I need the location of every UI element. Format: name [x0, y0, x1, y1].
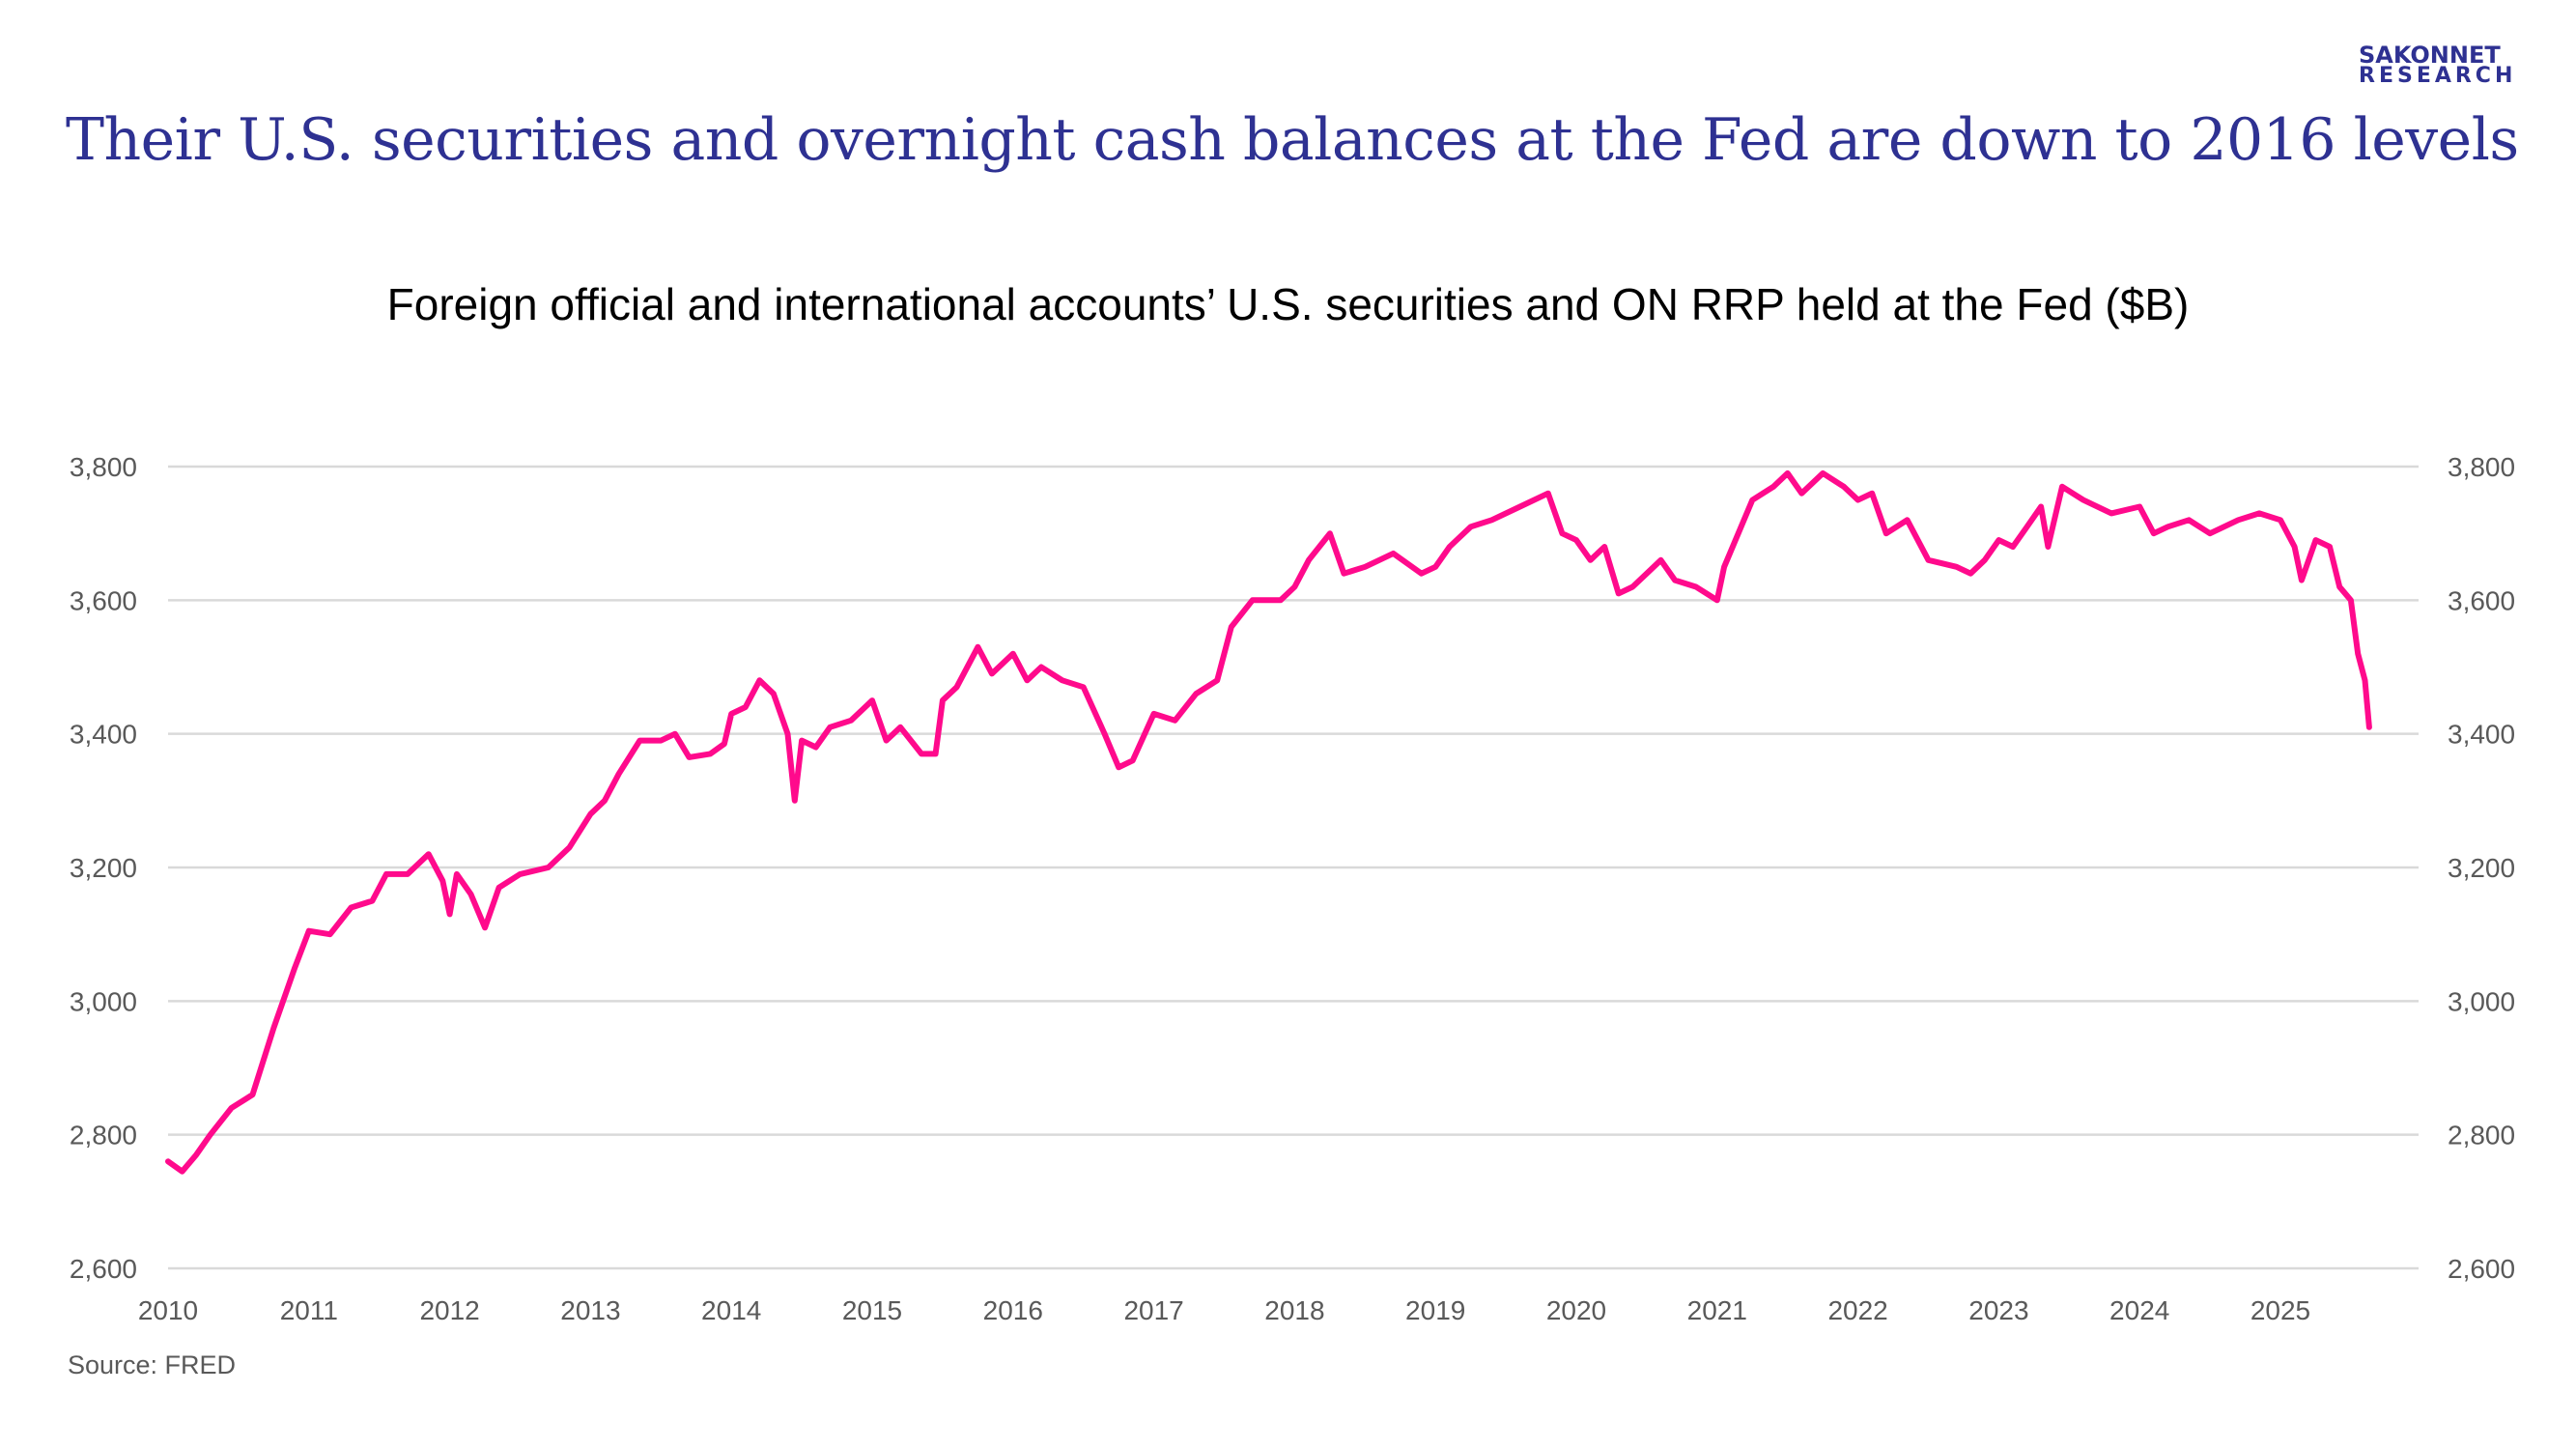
y-tick-label-right: 3,600: [2448, 585, 2515, 615]
x-tick-label: 2019: [1405, 1295, 1465, 1325]
x-tick-label: 2015: [842, 1295, 902, 1325]
y-tick-label-right: 2,600: [2448, 1254, 2515, 1284]
x-tick-label: 2022: [1827, 1295, 1887, 1325]
x-tick-label: 2021: [1687, 1295, 1747, 1325]
series-line: [165, 469, 2372, 1175]
x-tick-label: 2020: [1546, 1295, 1606, 1325]
y-tick-label-left: 3,200: [70, 853, 137, 883]
y-tick-label-left: 3,400: [70, 720, 137, 750]
x-tick-label: 2011: [280, 1295, 338, 1325]
x-tick-label: 2024: [2109, 1295, 2169, 1325]
x-tick-label: 2012: [419, 1295, 479, 1325]
x-tick-label: 2016: [983, 1295, 1043, 1325]
sakonnet-research-logo: SAKONNET RESEARCH: [2359, 42, 2517, 88]
x-tick-label: 2017: [1123, 1295, 1183, 1325]
y-tick-label-right: 3,800: [2448, 452, 2515, 482]
y-tick-label-left: 2,600: [70, 1254, 137, 1284]
y-tick-label-right: 3,200: [2448, 853, 2515, 883]
y-tick-label-left: 3,000: [70, 986, 137, 1016]
y-tick-label-left: 3,800: [70, 452, 137, 482]
x-tick-label: 2018: [1264, 1295, 1324, 1325]
page-title: Their U.S. securities and overnight cash…: [66, 106, 2519, 174]
y-tick-label-right: 2,800: [2448, 1121, 2515, 1151]
logo-line-2: RESEARCH: [2359, 64, 2517, 88]
x-tick-label: 2013: [560, 1295, 620, 1325]
y-tick-label-right: 3,000: [2448, 986, 2515, 1016]
chart-title: Foreign official and international accou…: [386, 279, 2190, 329]
y-tick-label-left: 2,800: [70, 1121, 137, 1151]
source-note: Source: FRED: [68, 1350, 237, 1379]
x-tick-label: 2010: [138, 1295, 198, 1325]
x-tick-label: 2023: [1968, 1295, 2028, 1325]
y-tick-label-left: 3,600: [70, 585, 137, 615]
x-tick-label: 2014: [701, 1295, 761, 1325]
y-tick-label-right: 3,400: [2448, 720, 2515, 750]
x-tick-label: 2025: [2250, 1295, 2310, 1325]
logo-line-1: SAKONNET: [2359, 42, 2501, 69]
